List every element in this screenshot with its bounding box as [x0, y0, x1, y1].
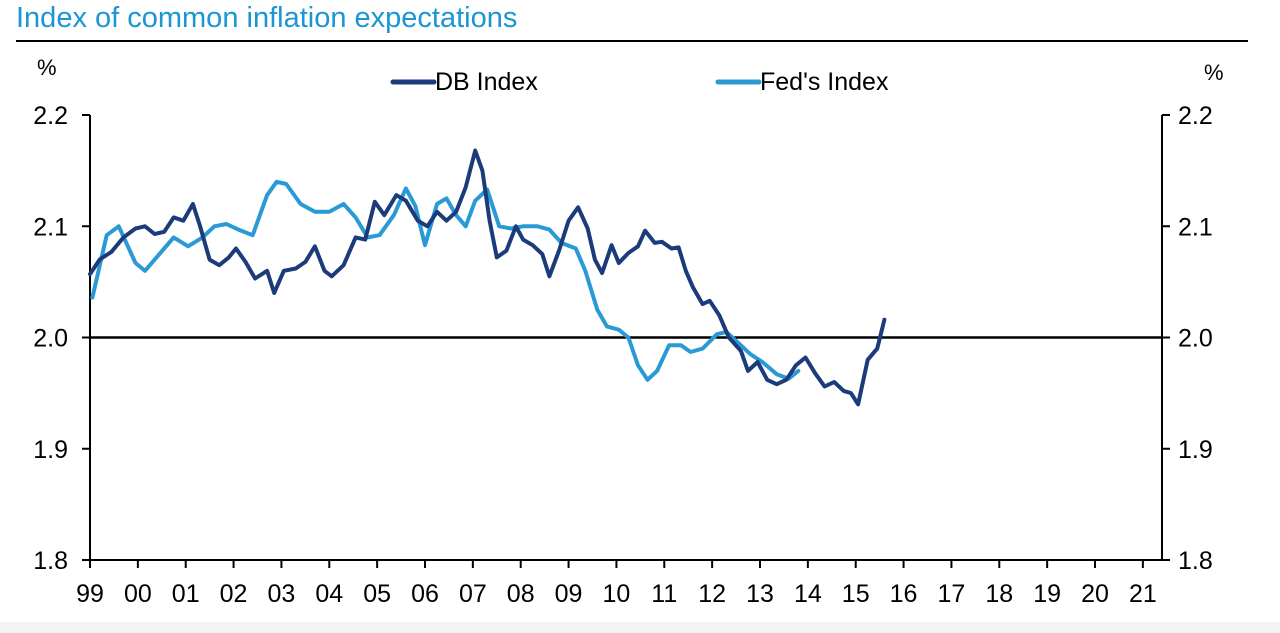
x-tick-label-99: 99: [76, 580, 104, 608]
x-tick-label-07: 07: [459, 580, 487, 608]
x-tick-label-10: 10: [603, 580, 631, 608]
x-tick-label-04: 04: [315, 580, 343, 608]
series-line-fed-s-index: [90, 179, 801, 382]
x-tick-label-12: 12: [698, 580, 726, 608]
left-y-tick-label-2-1: 2.1: [33, 213, 68, 241]
right-y-tick-label-2-2: 2.2: [1178, 102, 1213, 130]
right-y-tick-label-2-0: 2.0: [1178, 325, 1213, 353]
x-tick-label-01: 01: [172, 580, 200, 608]
x-tick-label-02: 02: [220, 580, 248, 608]
x-tick-label-08: 08: [507, 580, 535, 608]
left-y-tick-label-2-2: 2.2: [33, 102, 68, 130]
left-y-tick-label-2-0: 2.0: [33, 325, 68, 353]
x-tick-label-05: 05: [363, 580, 391, 608]
x-tick-label-19: 19: [1033, 580, 1061, 608]
x-tick-label-18: 18: [985, 580, 1013, 608]
legend: DB Index Fed's Index: [390, 68, 889, 96]
legend-label-feds-index: Fed's Index: [760, 68, 889, 96]
x-tick-label-06: 06: [411, 580, 439, 608]
x-tick-label-11: 11: [651, 580, 677, 608]
series-layer: [88, 148, 887, 407]
right-y-tick-label-2-1: 2.1: [1178, 213, 1213, 241]
legend-label-db-index: DB Index: [435, 68, 538, 96]
axes: 2.2 2.2 2.1 2.1 2.0 2.0 1.9 1.9 1.8 1.8 99 00 01 02 03…: [33, 102, 1213, 608]
x-tick-label-16: 16: [890, 580, 918, 608]
x-tick-label-15: 15: [842, 580, 870, 608]
left-y-tick-label-1-9: 1.9: [33, 436, 68, 464]
x-tick-label-03: 03: [268, 580, 296, 608]
left-y-tick-label-1-8: 1.8: [33, 547, 68, 575]
x-tick-label-20: 20: [1081, 580, 1109, 608]
x-tick-label-00: 00: [124, 580, 152, 608]
right-y-tick-label-1-8: 1.8: [1178, 547, 1213, 575]
right-y-tick-label-1-9: 1.9: [1178, 436, 1213, 464]
right-unit-label: %: [1204, 60, 1224, 85]
left-unit-label: %: [37, 55, 57, 80]
x-tick-label-13: 13: [746, 580, 774, 608]
x-tick-label-17: 17: [938, 580, 966, 608]
x-tick-label-21: 21: [1129, 580, 1157, 608]
series-line-db-index: [88, 148, 887, 407]
x-tick-label-14: 14: [794, 580, 822, 608]
title-rule: [16, 40, 1248, 42]
chart-title: Index of common inflation expectations: [16, 2, 518, 34]
bottom-strip: [0, 622, 1280, 633]
x-tick-label-09: 09: [555, 580, 583, 608]
